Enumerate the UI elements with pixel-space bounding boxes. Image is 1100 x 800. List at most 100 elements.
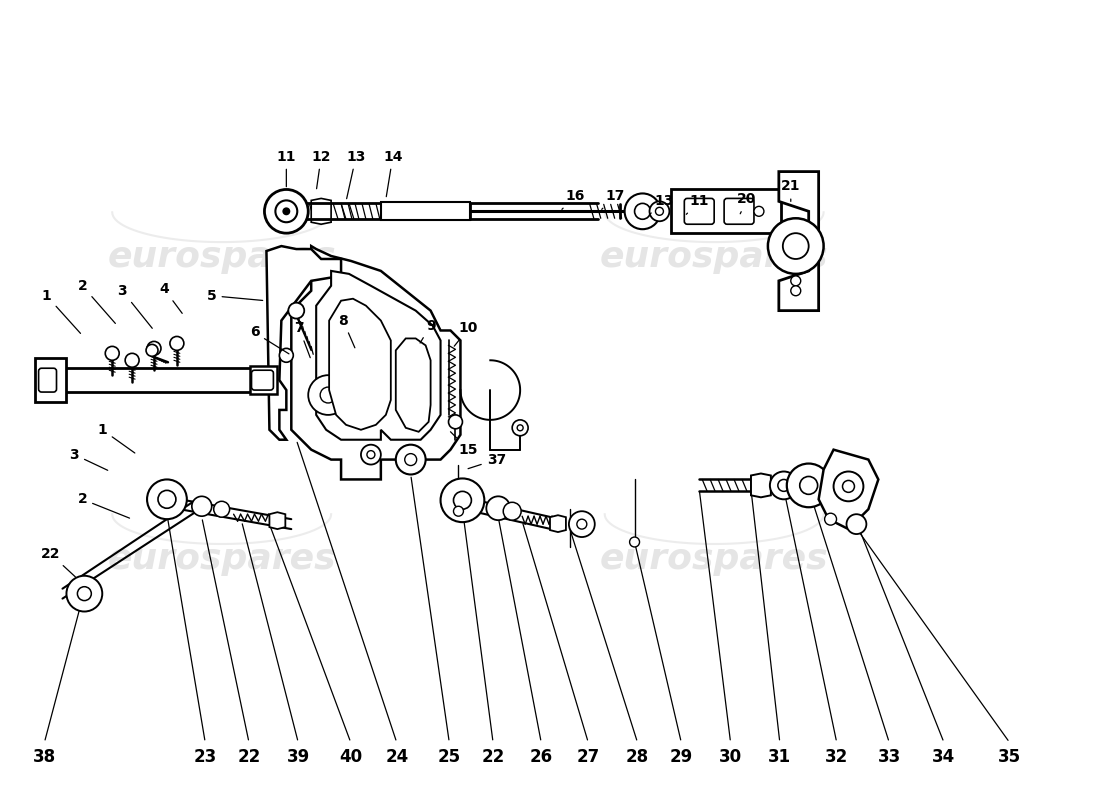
Circle shape	[320, 387, 337, 403]
Text: 9: 9	[420, 318, 436, 343]
Text: 10: 10	[454, 322, 478, 346]
Text: 26: 26	[530, 749, 553, 766]
Circle shape	[625, 194, 660, 229]
Polygon shape	[550, 515, 565, 532]
Circle shape	[569, 511, 595, 537]
FancyBboxPatch shape	[39, 368, 56, 392]
Text: 13: 13	[650, 194, 674, 214]
Circle shape	[843, 481, 855, 492]
Circle shape	[106, 346, 119, 360]
Text: 25: 25	[438, 749, 461, 766]
Circle shape	[66, 576, 102, 611]
Text: 1: 1	[98, 422, 135, 453]
Circle shape	[649, 202, 670, 222]
Text: 6: 6	[250, 326, 289, 354]
Text: 30: 30	[719, 749, 742, 766]
Circle shape	[191, 496, 211, 516]
Text: 22: 22	[41, 547, 76, 577]
Text: 2: 2	[77, 492, 130, 518]
Text: 14: 14	[383, 150, 403, 197]
Circle shape	[770, 471, 798, 499]
Text: 15: 15	[451, 432, 478, 457]
Text: 11: 11	[686, 194, 710, 214]
Circle shape	[768, 218, 824, 274]
Text: eurospares: eurospares	[600, 542, 828, 576]
Circle shape	[453, 506, 463, 516]
Circle shape	[629, 537, 639, 547]
Circle shape	[213, 502, 230, 517]
Circle shape	[783, 233, 808, 259]
Text: 34: 34	[933, 749, 956, 766]
Circle shape	[791, 286, 801, 296]
Text: 17: 17	[602, 190, 625, 210]
Circle shape	[791, 276, 801, 286]
Polygon shape	[329, 298, 390, 430]
Text: 2: 2	[77, 278, 116, 323]
Text: 16: 16	[562, 190, 584, 210]
Polygon shape	[311, 198, 331, 224]
Bar	[671, 190, 781, 233]
Circle shape	[146, 344, 158, 356]
Text: 7: 7	[295, 322, 310, 358]
Circle shape	[367, 450, 375, 458]
Polygon shape	[292, 246, 461, 479]
Text: eurospares: eurospares	[600, 240, 828, 274]
Text: eurospares: eurospares	[108, 240, 336, 274]
Circle shape	[800, 477, 817, 494]
Circle shape	[778, 479, 790, 491]
Circle shape	[503, 502, 521, 520]
Text: 4: 4	[160, 282, 183, 314]
Text: 12: 12	[311, 150, 331, 189]
Bar	[381, 202, 471, 220]
Text: eurospares: eurospares	[108, 542, 336, 576]
Circle shape	[834, 471, 864, 502]
Circle shape	[576, 519, 586, 529]
Circle shape	[147, 342, 161, 355]
Polygon shape	[316, 271, 441, 440]
Text: 32: 32	[825, 749, 848, 766]
Circle shape	[453, 491, 472, 510]
Polygon shape	[779, 171, 818, 310]
Circle shape	[786, 463, 830, 507]
Circle shape	[288, 302, 305, 318]
Circle shape	[125, 354, 139, 367]
Text: 13: 13	[346, 150, 365, 198]
Text: 8: 8	[338, 314, 355, 348]
Circle shape	[513, 420, 528, 436]
Text: 39: 39	[287, 749, 310, 766]
Circle shape	[169, 337, 184, 350]
Polygon shape	[818, 450, 878, 529]
Circle shape	[396, 445, 426, 474]
Circle shape	[308, 375, 348, 415]
Text: 22: 22	[238, 749, 261, 766]
Circle shape	[275, 200, 297, 222]
Text: 40: 40	[339, 749, 362, 766]
Polygon shape	[751, 474, 771, 498]
Text: 27: 27	[576, 749, 600, 766]
FancyBboxPatch shape	[724, 198, 754, 224]
Circle shape	[405, 454, 417, 466]
Circle shape	[77, 586, 91, 601]
Circle shape	[361, 445, 381, 465]
Circle shape	[147, 479, 187, 519]
Bar	[34, 358, 66, 402]
Circle shape	[264, 190, 308, 233]
Text: 28: 28	[626, 749, 649, 766]
Circle shape	[847, 514, 867, 534]
Circle shape	[279, 348, 294, 362]
FancyBboxPatch shape	[684, 198, 714, 224]
Text: 24: 24	[385, 749, 408, 766]
Text: 23: 23	[194, 749, 217, 766]
Text: 35: 35	[998, 749, 1021, 766]
Text: 11: 11	[276, 150, 296, 186]
Circle shape	[825, 514, 836, 525]
Circle shape	[486, 496, 510, 520]
Text: 38: 38	[33, 749, 56, 766]
Text: 31: 31	[768, 749, 791, 766]
Text: 3: 3	[69, 448, 108, 470]
Circle shape	[441, 478, 484, 522]
Bar	[250, 366, 277, 394]
FancyBboxPatch shape	[252, 370, 274, 390]
Text: 21: 21	[781, 179, 801, 202]
Circle shape	[517, 425, 524, 430]
